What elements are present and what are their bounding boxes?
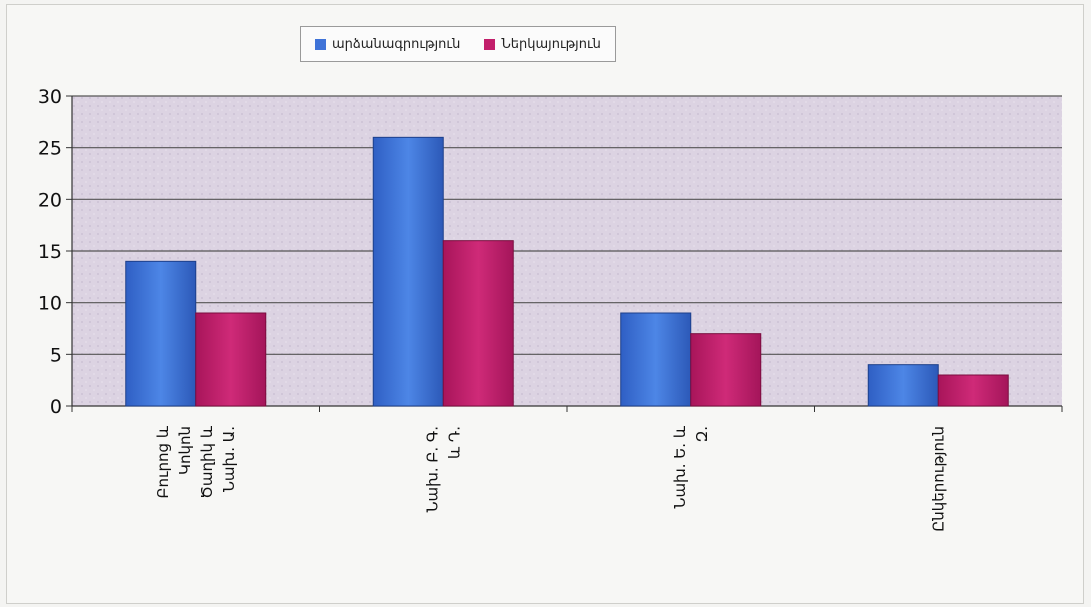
y-tick-label: 0	[50, 396, 62, 418]
y-tick-label: 15	[38, 241, 62, 263]
y-tick-label: 5	[50, 344, 62, 366]
legend-swatch-series-2	[484, 38, 496, 50]
legend-item-series-1: արձանագրություն	[315, 37, 460, 52]
bar-series-2	[690, 333, 762, 407]
legend-label-series-2: Ներկայություն	[501, 36, 601, 52]
legend-item-series-2: Ներկայություն	[484, 37, 601, 52]
x-category-label: Նախ. Ա.	[220, 426, 238, 492]
bar-series-1	[867, 364, 939, 407]
x-category-label: Ընկերություն	[929, 426, 947, 532]
bar-series-2	[195, 312, 267, 407]
legend-swatch-series-1	[315, 38, 326, 50]
bar-series-2	[442, 240, 514, 407]
y-tick-label: 25	[38, 138, 62, 160]
bar-series-1	[620, 312, 692, 407]
x-category-label: Նախ. Ե. և	[671, 425, 689, 508]
y-tick-label: 10	[38, 293, 62, 315]
legend-label-series-1: արձանագրություն	[332, 36, 461, 52]
x-category-label: և Դ.	[445, 426, 463, 459]
x-category-label: Զ.	[693, 426, 711, 442]
x-category-label: Նախ. Բ. Գ.	[423, 426, 441, 512]
bar-series-1	[125, 260, 197, 407]
bar-series-1	[372, 136, 444, 407]
bar-series-2	[937, 374, 1009, 407]
x-category-label: Ծաղիկ և	[198, 425, 216, 499]
x-category-label: Բուրոց և	[154, 425, 172, 498]
y-tick-label: 30	[38, 86, 62, 108]
legend: արձանագրություն Ներկայություն	[300, 26, 616, 62]
x-category-label: Կոկոն	[176, 426, 194, 475]
y-tick-label: 20	[38, 189, 62, 211]
